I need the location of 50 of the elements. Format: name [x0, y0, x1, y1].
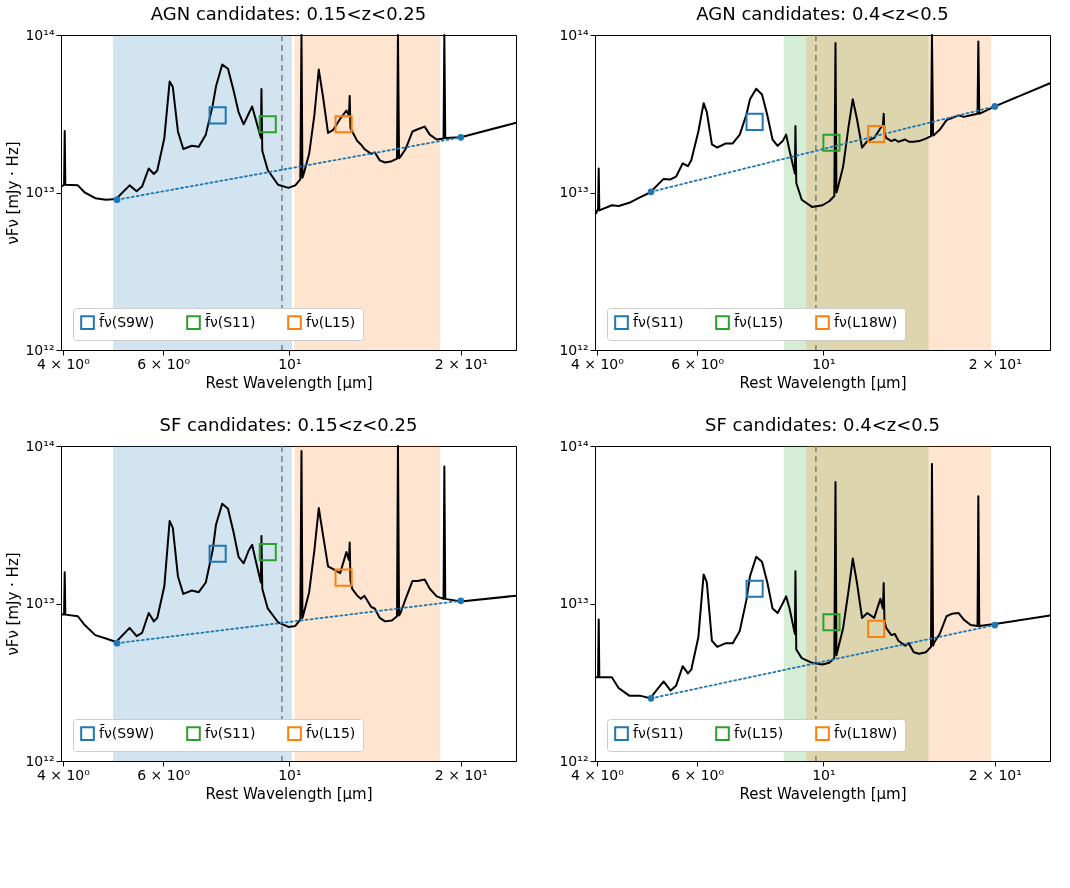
y-tick-label: 10¹⁴ [559, 437, 589, 454]
legend-label: f̄ν(S9W) [99, 724, 155, 741]
legend-label: f̄ν(S9W) [99, 313, 155, 330]
x-tick-label: 6 × 10⁰ [671, 355, 725, 372]
y-tick-label: 10¹⁴ [559, 26, 589, 43]
legend-label: f̄ν(L15) [734, 313, 784, 330]
y-tick-label: 10¹² [559, 341, 589, 358]
legend-label: f̄ν(S11) [633, 724, 684, 741]
legend-label: f̄ν(L18W) [834, 313, 898, 330]
x-tick-label: 2 × 10¹ [434, 355, 488, 372]
x-tick-label: 2 × 10¹ [434, 766, 488, 783]
x-tick-label: 4 × 10⁰ [36, 355, 91, 372]
x-axis-title: Rest Wavelength [μm] [205, 784, 373, 803]
x-tick-label: 10¹ [278, 355, 302, 372]
y-axis-title: νFν [mJy · Hz] [4, 141, 23, 245]
legend-label: f̄ν(S11) [633, 313, 684, 330]
x-tick-label: 2 × 10¹ [968, 766, 1022, 783]
legend-label: f̄ν(S11) [205, 724, 256, 741]
legend-label: f̄ν(L18W) [834, 724, 898, 741]
x-axis-title: Rest Wavelength [μm] [739, 373, 907, 392]
x-tick-label: 10¹ [812, 766, 836, 783]
y-tick-label: 10¹⁴ [25, 26, 55, 43]
legend-label: f̄ν(L15) [734, 724, 784, 741]
x-axis-title: Rest Wavelength [μm] [739, 784, 907, 803]
x-tick-label: 6 × 10⁰ [671, 766, 725, 783]
legend-label: f̄ν(S11) [205, 313, 256, 330]
x-tick-label: 10¹ [812, 355, 836, 372]
y-tick-label: 10¹³ [559, 595, 589, 611]
x-axis-title: Rest Wavelength [μm] [205, 373, 373, 392]
y-tick-label: 10¹³ [25, 184, 55, 200]
x-tick-label: 10¹ [278, 766, 302, 783]
chart-title: AGN candidates: 0.15<z<0.25 [150, 3, 427, 24]
x-tick-label: 4 × 10⁰ [570, 766, 625, 783]
x-tick-label: 6 × 10⁰ [137, 355, 191, 372]
x-tick-label: 4 × 10⁰ [570, 355, 625, 372]
chart-title: SF candidates: 0.15<z<0.25 [159, 414, 418, 435]
y-tick-label: 10¹³ [25, 595, 55, 611]
y-axis-title: νFν [mJy · Hz] [4, 552, 23, 656]
x-tick-label: 4 × 10⁰ [36, 766, 91, 783]
y-tick-label: 10¹² [25, 341, 55, 358]
x-tick-label: 6 × 10⁰ [137, 766, 191, 783]
chart-title: AGN candidates: 0.4<z<0.5 [696, 3, 949, 24]
x-tick-label: 2 × 10¹ [968, 355, 1022, 372]
legend-label: f̄ν(L15) [306, 724, 356, 741]
chart-title: SF candidates: 0.4<z<0.5 [705, 414, 940, 435]
y-tick-label: 10¹² [559, 752, 589, 769]
legend-label: f̄ν(L15) [306, 313, 356, 330]
y-tick-label: 10¹⁴ [25, 437, 55, 454]
y-tick-label: 10¹² [25, 752, 55, 769]
y-tick-label: 10¹³ [559, 184, 589, 200]
